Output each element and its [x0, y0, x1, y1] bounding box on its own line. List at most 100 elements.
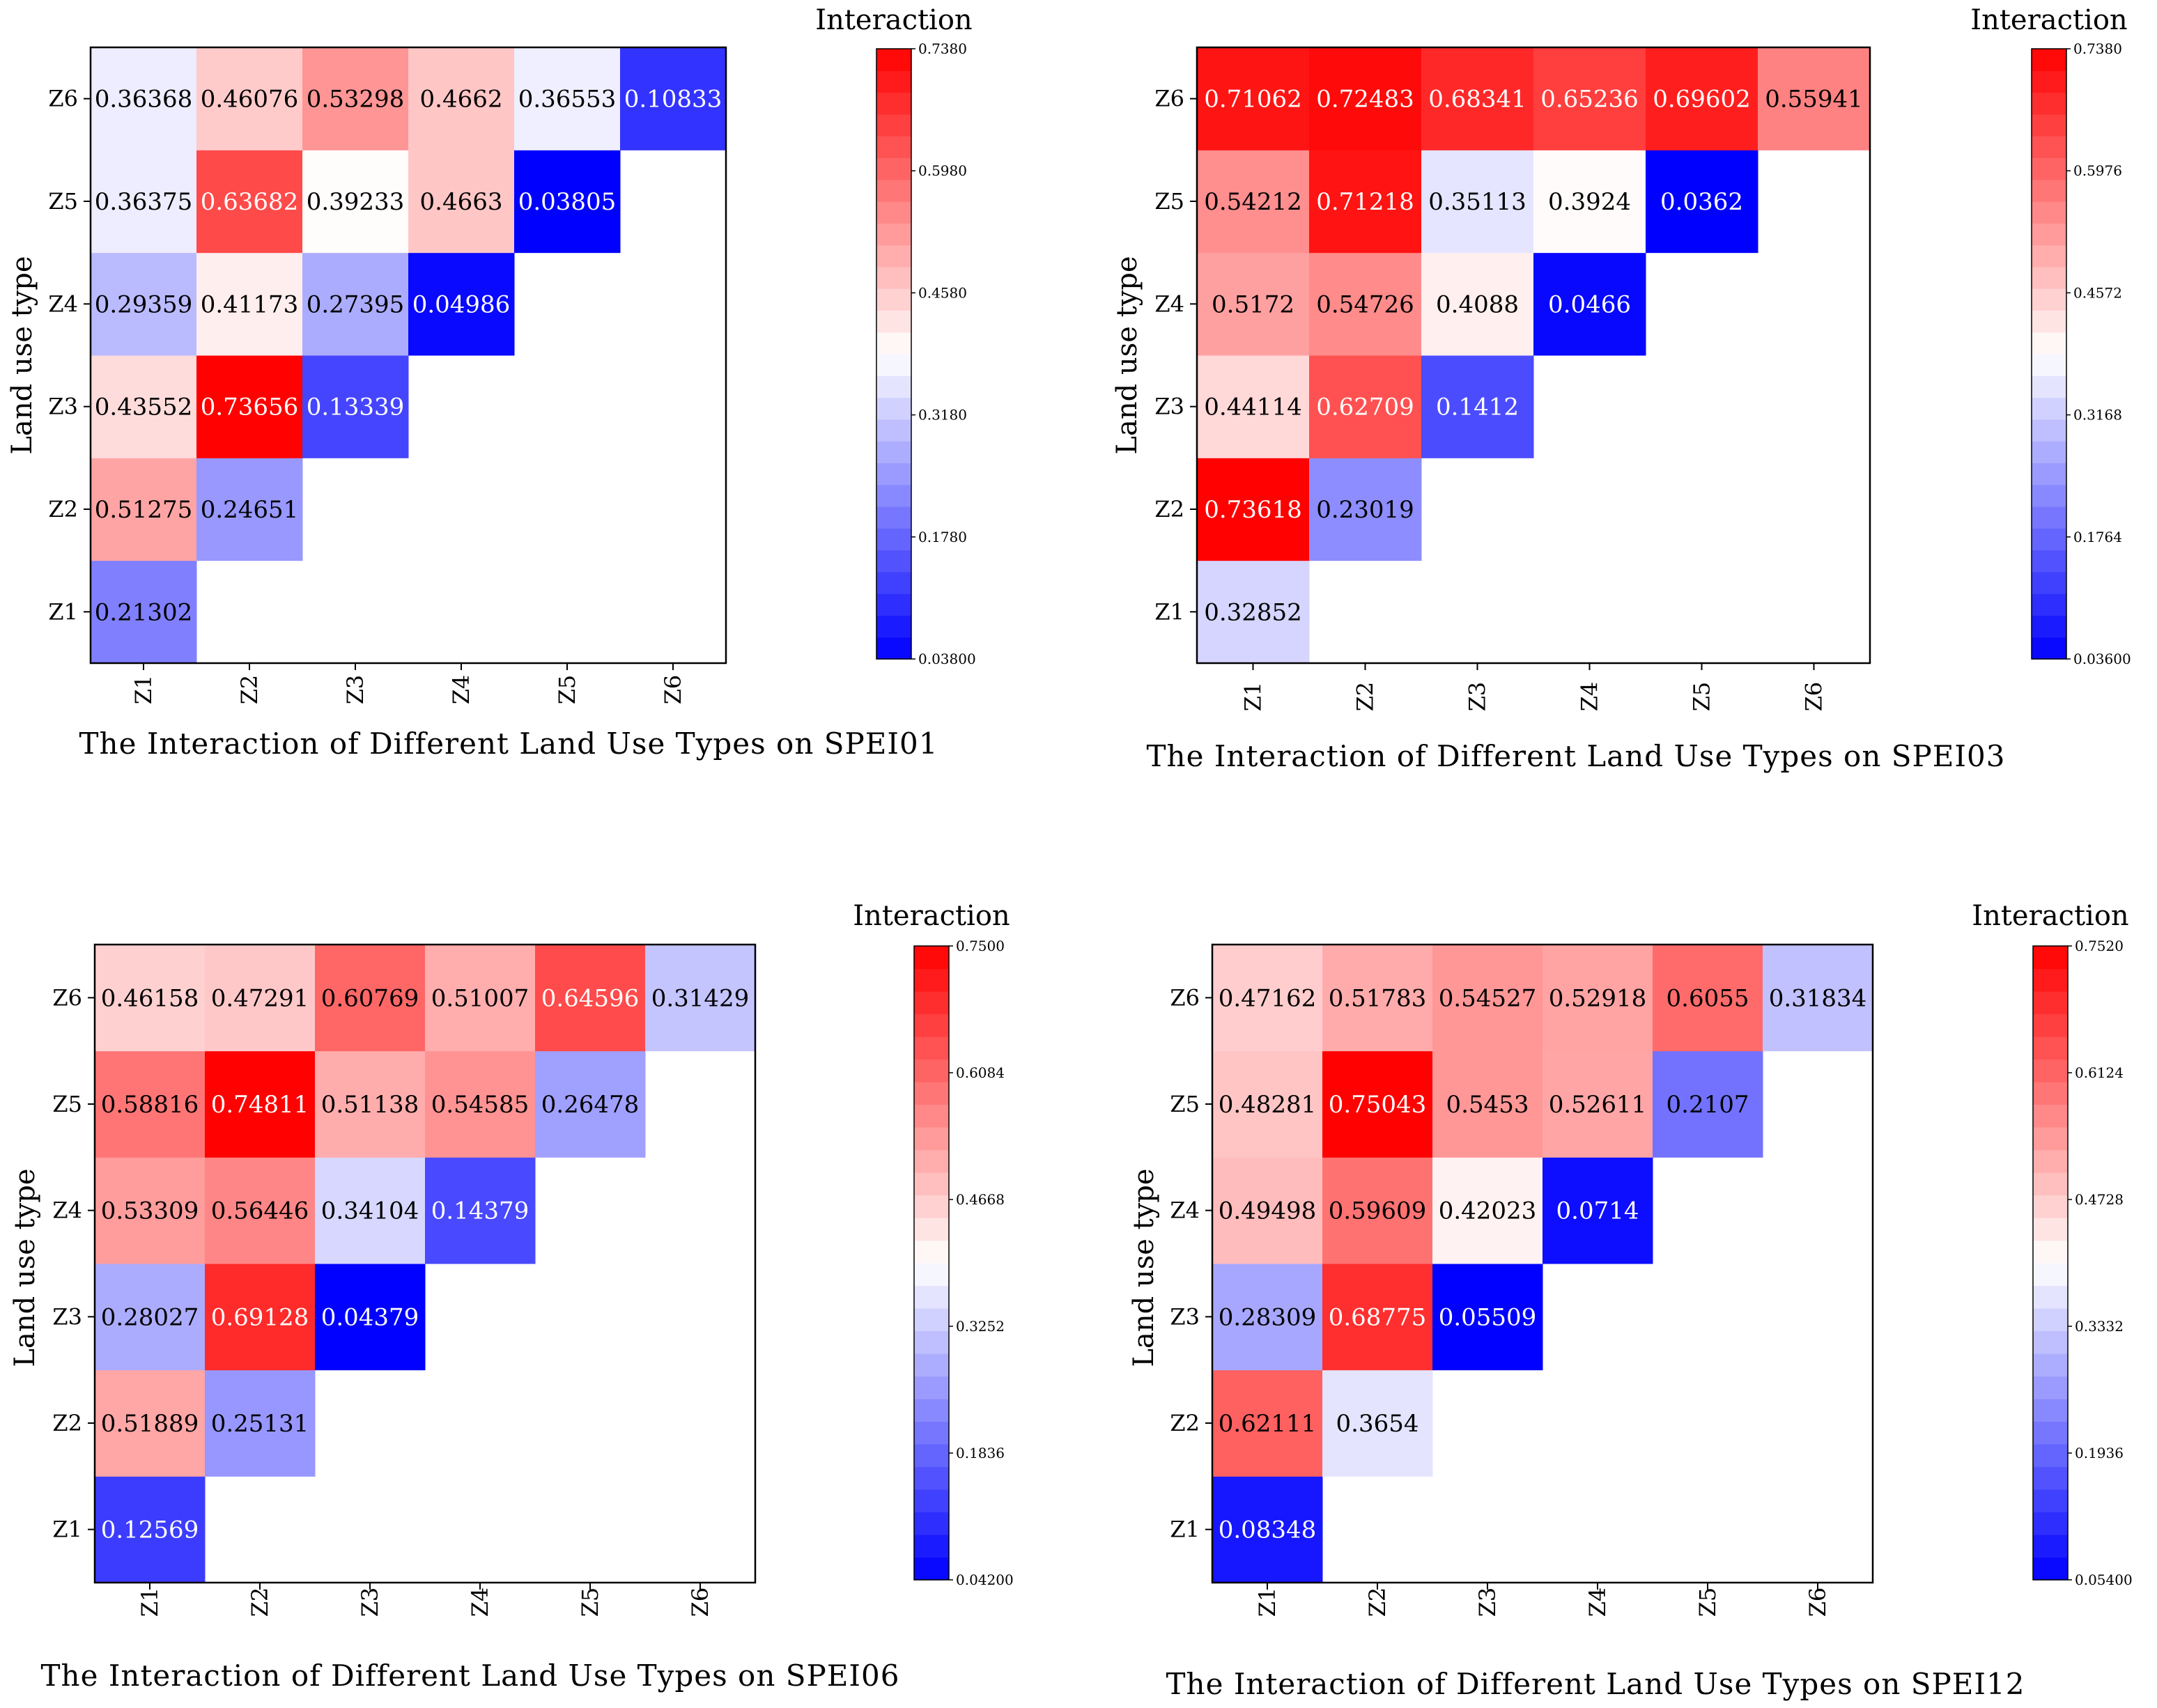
cell-value-label: 0.04986 [412, 290, 511, 318]
colorbar-band [2033, 1149, 2068, 1173]
cell-value-label: 0.68775 [1329, 1303, 1427, 1331]
y-tick-label: Z4 [52, 1197, 82, 1224]
heatmap-cell [196, 47, 303, 150]
x-tick-label: Z6 [687, 1587, 713, 1617]
colorbar-band [876, 136, 911, 159]
y-axis-label: Land use type [9, 1168, 41, 1367]
cell-value-label: 0.3924 [1548, 188, 1631, 216]
heatmap-cell [205, 1157, 316, 1264]
colorbar-band [2032, 92, 2066, 115]
heatmap-cell [425, 1157, 536, 1264]
heatmap-cell [408, 47, 515, 150]
cell-value-label: 0.03805 [518, 188, 617, 216]
cell-value-label: 0.04379 [321, 1303, 419, 1331]
colorbar-band [2032, 310, 2066, 333]
heatmap-cell [1309, 47, 1422, 150]
heatmap-cell [91, 150, 197, 254]
colorbar-tick-label: 0.03800 [918, 651, 976, 667]
y-tick-label: Z3 [1154, 394, 1184, 420]
colorbar-band [2033, 1376, 2068, 1399]
heatmap-cell [315, 1050, 426, 1158]
cell-value-label: 0.58816 [101, 1091, 199, 1119]
heatmap-cell [1432, 1264, 1543, 1371]
colorbar-band [2033, 1037, 2068, 1060]
colorbar-tick-label: 0.5976 [2073, 162, 2122, 179]
colorbar-band [2033, 1285, 2068, 1309]
heatmap-cell [1543, 1050, 1653, 1158]
y-tick-label: Z2 [48, 496, 78, 522]
cell-value-label: 0.51889 [101, 1410, 199, 1438]
colorbar-band [876, 550, 911, 573]
cell-value-label: 0.48281 [1219, 1091, 1317, 1119]
heatmap-panel: 0.21302 0.51275 0.24651 0.43552 0.73656 0.133… [6, 4, 976, 761]
colorbar-band [876, 463, 911, 486]
x-tick-label: Z3 [357, 1587, 383, 1617]
heatmap-cell [645, 945, 756, 1052]
y-tick-label: Z1 [1170, 1516, 1200, 1543]
cell-value-label: 0.68341 [1428, 86, 1526, 114]
cell-value-label: 0.59609 [1329, 1197, 1427, 1225]
cell-value-label: 0.4088 [1436, 290, 1519, 318]
colorbar-band [876, 157, 911, 180]
colorbar-band [2032, 637, 2066, 660]
heatmap-cell [514, 47, 621, 150]
heatmap-cell [1197, 252, 1310, 356]
y-tick-label: Z1 [52, 1516, 82, 1543]
colorbar-band [914, 968, 949, 992]
colorbar-band [2033, 1535, 2068, 1558]
heatmap-cell [95, 1050, 206, 1158]
cell-value-label: 0.73656 [201, 394, 299, 421]
colorbar-band [914, 1104, 949, 1128]
cell-value-label: 0.36553 [518, 86, 617, 114]
cell-value-label: 0.56446 [211, 1197, 309, 1225]
chart-title: The Interaction of Different Land Use Ty… [1147, 739, 2006, 773]
colorbar-band [876, 441, 911, 464]
colorbar-tick-label: 0.3332 [2075, 1318, 2124, 1335]
cell-value-label: 0.51138 [321, 1091, 419, 1119]
heatmap-panel: 0.32852 0.73618 0.23019 0.44114 0.62709 0.141… [1111, 4, 2131, 773]
cell-value-label: 0.39233 [307, 188, 405, 216]
colorbar-band [2033, 1014, 2068, 1037]
x-tick-label: Z4 [1584, 1587, 1611, 1617]
y-tick-label: Z5 [1154, 188, 1184, 215]
colorbar-tick-label: 0.6124 [2075, 1064, 2124, 1081]
colorbar-band [914, 1263, 949, 1287]
heatmap-cell [408, 150, 515, 254]
colorbar-band [876, 615, 911, 638]
heatmap-cell [205, 1264, 316, 1371]
colorbar-band [914, 1512, 949, 1535]
heatmap-cell [620, 47, 727, 150]
colorbar-band [914, 946, 949, 970]
heatmap-cell [196, 458, 303, 561]
plot-frame [1196, 46, 1871, 665]
heatmap-cell [535, 1050, 646, 1158]
colorbar-band [2032, 157, 2066, 180]
heatmap-cell [95, 1476, 206, 1583]
cell-value-label: 0.47291 [211, 984, 309, 1012]
colorbar-band [2032, 463, 2066, 486]
y-tick-label: Z2 [52, 1410, 82, 1436]
colorbar-tick-label: 0.4572 [2073, 284, 2122, 301]
cell-value-label: 0.69602 [1653, 86, 1751, 114]
cell-value-label: 0.49498 [1219, 1197, 1317, 1225]
colorbar-band [914, 1308, 949, 1332]
heatmap-cell [1322, 1050, 1433, 1158]
heatmap-cell [196, 150, 303, 254]
heatmap-panel: 0.12569 0.51889 0.25131 0.28027 0.69128 0.043… [9, 900, 1014, 1693]
cell-value-label: 0.6055 [1667, 984, 1749, 1012]
x-tick-label: Z2 [1364, 1587, 1391, 1617]
x-tick-label: Z2 [1352, 682, 1379, 712]
cell-value-label: 0.73618 [1204, 496, 1302, 524]
colorbar-band [876, 484, 911, 507]
cell-value-label: 0.41173 [201, 290, 299, 318]
y-tick-label: Z5 [48, 188, 78, 215]
cell-value-label: 0.2107 [1667, 1091, 1749, 1119]
heatmap-cell [1212, 1369, 1323, 1477]
colorbar-band [2032, 70, 2066, 93]
heatmap-cell [1421, 355, 1534, 458]
x-tick-label: Z5 [554, 675, 580, 705]
colorbar-band [2033, 1263, 2068, 1287]
cell-value-label: 0.31429 [651, 984, 750, 1012]
colorbar-tick-label: 0.05400 [2075, 1571, 2133, 1588]
colorbar-band [914, 1376, 949, 1399]
